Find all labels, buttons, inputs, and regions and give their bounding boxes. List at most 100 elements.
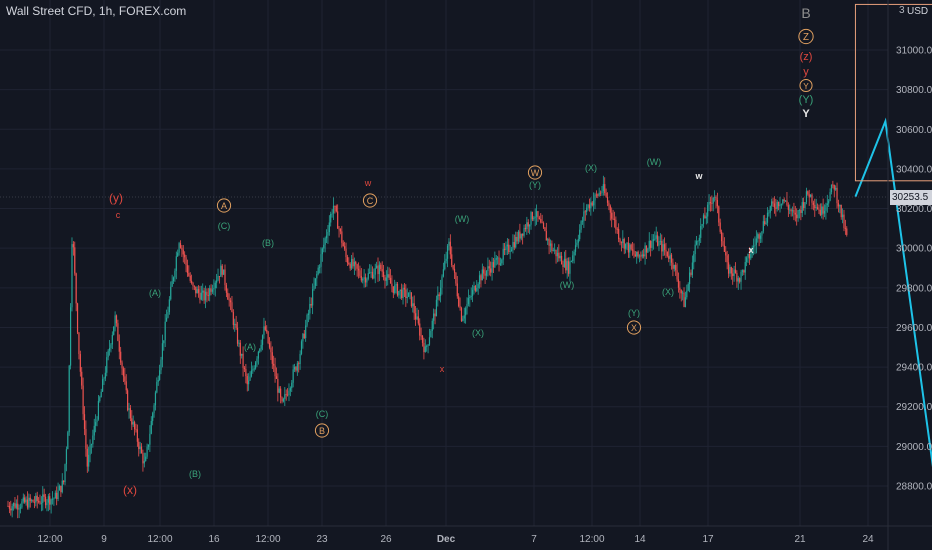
candle-body: [232, 312, 234, 325]
candle-body: [193, 285, 195, 287]
candle-body: [206, 291, 208, 296]
price-axis[interactable]: 28800.0 29000.0 29200.0 29400.0 29600.0 29800…: [887, 0, 932, 550]
candle-body: [138, 441, 140, 450]
candle-body: [248, 380, 250, 385]
candle-body: [86, 448, 88, 467]
candle-body: [705, 216, 707, 219]
candle-body: [293, 367, 296, 370]
candle-body: [670, 254, 673, 263]
candle-body: [542, 222, 545, 228]
candle-body: [371, 271, 374, 279]
candle-body: [715, 196, 717, 201]
candle-body: [309, 304, 311, 314]
candle-body: [726, 255, 728, 263]
candle-body: [651, 241, 653, 248]
candle-body: [663, 244, 666, 250]
candle-body: [185, 257, 187, 266]
candle-body: [51, 498, 54, 500]
candle-body: [280, 388, 282, 398]
candle-body: [260, 344, 262, 349]
candle-body: [517, 231, 520, 242]
wave-label-circle: [314, 423, 330, 438]
time-tick-label: 21: [794, 534, 806, 545]
candle-body: [620, 242, 623, 244]
candle-body: [510, 249, 513, 252]
candle-body: [677, 279, 680, 288]
candle-body: [829, 192, 831, 201]
candle-body: [534, 216, 536, 218]
price-tick-label: 29000.0: [896, 442, 932, 453]
candle-body: [111, 334, 113, 345]
candle-body: [569, 261, 571, 274]
time-axis[interactable]: 12:00 9 12:00 16 12:00 23 26 Dec 7 12:00 14 17 21 24: [0, 525, 932, 545]
candle-body: [694, 244, 696, 255]
candle-body: [816, 207, 819, 210]
candle-body: [388, 274, 390, 278]
candle-body: [217, 276, 219, 281]
candle-body: [611, 212, 613, 219]
candle-body: [700, 226, 702, 238]
candle-body: [779, 204, 781, 207]
candle-body: [245, 368, 247, 377]
candle-body: [408, 292, 410, 297]
currency-label[interactable]: USD: [907, 6, 929, 17]
candle-body: [789, 209, 791, 211]
candle-body: [435, 299, 438, 317]
candle-body: [402, 287, 404, 299]
candle-body: [387, 274, 389, 278]
candle-body: [598, 192, 600, 196]
candle-body: [374, 268, 376, 275]
candle-body: [300, 341, 303, 354]
candle-body: [235, 323, 237, 328]
candle-body: [223, 269, 225, 275]
wave-label: B: [319, 426, 325, 436]
candle-body: [373, 274, 375, 279]
candle-body: [643, 254, 645, 257]
time-tick-label: Dec: [437, 534, 456, 545]
candle-body: [83, 414, 86, 430]
candle-body: [203, 290, 205, 301]
candle-body: [644, 245, 646, 257]
candle-body: [35, 495, 37, 503]
candle-body: [32, 500, 34, 503]
candle-body: [761, 231, 763, 236]
candle-body: [256, 358, 258, 363]
candle-body: [419, 323, 421, 336]
candle-body: [135, 429, 137, 430]
wave-label: w: [364, 178, 372, 188]
candle-body: [159, 370, 161, 380]
wave-label: (X): [662, 287, 674, 297]
candle-body: [106, 357, 108, 373]
candle-body: [572, 255, 574, 261]
candle-body: [609, 205, 611, 213]
candle-body: [49, 496, 51, 505]
candle-body: [313, 285, 315, 290]
candle-body: [227, 292, 229, 300]
candle-body: [837, 203, 840, 207]
candle-body: [399, 289, 401, 291]
candle-body: [682, 292, 684, 294]
candle-body: [739, 278, 741, 282]
candle-body: [747, 254, 749, 258]
candle-body: [712, 197, 714, 204]
candle-body: [216, 280, 218, 283]
candle-body: [8, 505, 10, 509]
candle-body: [99, 397, 101, 401]
candle-body: [801, 202, 803, 214]
candle-body: [437, 294, 439, 300]
candle-body: [499, 263, 502, 265]
candle-body: [494, 259, 496, 268]
candle-body: [316, 273, 318, 279]
candle-body: [103, 378, 105, 380]
projection-line: [854, 117, 932, 468]
candle-body: [520, 233, 522, 239]
candle-body: [668, 256, 670, 259]
candle-body: [448, 241, 450, 246]
candle-body: [616, 228, 618, 230]
candle-body: [181, 247, 183, 250]
candle-body: [42, 494, 44, 503]
time-tick-label: 14: [634, 534, 646, 545]
candle-body: [645, 245, 648, 253]
candle-body: [433, 313, 435, 321]
